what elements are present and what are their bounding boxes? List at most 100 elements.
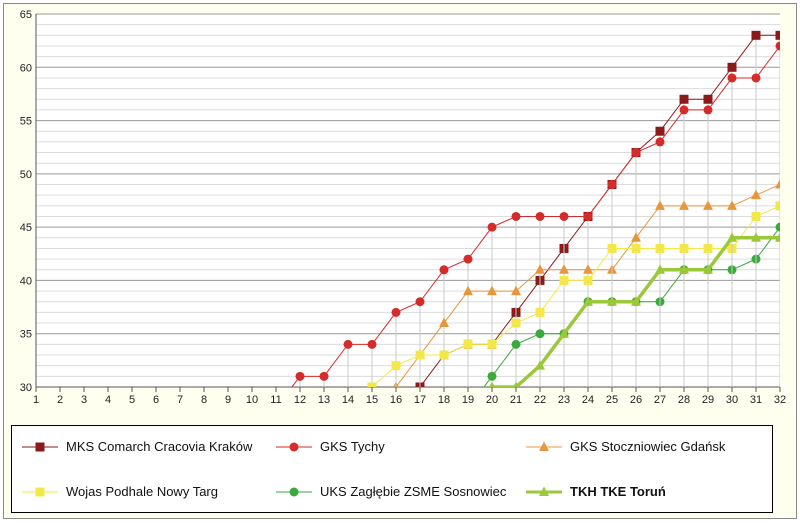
data-point (487, 371, 497, 381)
data-point (727, 73, 737, 83)
x-tick-label: 18 (438, 394, 450, 406)
plot-area (36, 14, 780, 387)
data-point (751, 73, 761, 83)
series-5 (463, 232, 780, 423)
x-tick-label: 25 (606, 394, 618, 406)
data-point (583, 211, 593, 221)
y-tick-label: 45 (20, 222, 32, 234)
x-tick-label: 26 (630, 394, 642, 406)
legend-symbol (35, 487, 45, 496)
data-point (727, 200, 737, 210)
legend-marker-gks-stoczniowiec (526, 441, 562, 451)
data-point (391, 361, 401, 371)
y-tick-label: 50 (20, 169, 32, 181)
data-point (655, 243, 665, 253)
data-point (583, 275, 593, 285)
y-tick-label: 55 (20, 116, 32, 128)
data-point (655, 126, 665, 136)
legend-label: MKS Comarch Cracovia Kraków (66, 439, 253, 454)
data-point (607, 180, 617, 190)
x-tick-label: 4 (105, 394, 111, 406)
x-tick-label: 29 (702, 394, 714, 406)
legend-symbol (35, 442, 45, 451)
data-point (489, 381, 495, 387)
data-point (415, 350, 425, 360)
data-point (463, 413, 473, 423)
x-tick-label: 20 (486, 394, 498, 406)
x-tick-label: 21 (510, 394, 522, 406)
y-tick-label: 30 (20, 382, 32, 394)
legend-label: TKH TKE Toruń (570, 484, 666, 499)
data-point (751, 232, 761, 242)
x-tick-label: 12 (294, 394, 306, 406)
legend-item-uks-zaglebie: UKS Zagłębie ZSME Sosnowiec (274, 484, 506, 499)
data-point (751, 30, 761, 40)
data-point (775, 30, 780, 40)
legend-marker-uks-zaglebie (276, 487, 312, 496)
data-point (319, 371, 329, 381)
data-point (775, 201, 780, 211)
data-point (631, 243, 641, 253)
data-point (463, 285, 473, 296)
data-point (751, 211, 761, 221)
data-point (439, 265, 449, 275)
legend-item-gks-stoczniowiec: GKS Stoczniowiec Gdańsk (524, 439, 725, 454)
data-point (607, 296, 617, 306)
data-point (535, 211, 545, 221)
x-tick-label: 1 (33, 394, 39, 406)
data-point (679, 200, 689, 210)
data-point (703, 243, 713, 253)
series (291, 30, 780, 423)
data-point (513, 381, 519, 387)
x-tick-label: 2 (57, 394, 63, 406)
data-point (775, 222, 780, 232)
x-tick-label: 9 (225, 394, 231, 406)
data-point (679, 264, 689, 274)
x-tick-label: 19 (462, 394, 474, 406)
legend: MKS Comarch Cracovia Kraków GKS Tychy GK… (11, 425, 773, 513)
x-tick-label: 31 (750, 394, 762, 406)
data-point (439, 350, 449, 360)
data-point (559, 264, 569, 274)
x-tick-label: 5 (129, 394, 135, 406)
legend-item-tkh-torun: TKH TKE Toruń (524, 484, 666, 499)
legend-marker-wojas-podhale (22, 487, 58, 496)
data-point (295, 371, 305, 381)
x-tick-label: 11 (270, 394, 281, 406)
legend-item-gks-tychy: GKS Tychy (274, 439, 385, 454)
data-point (655, 264, 665, 274)
legend-label: GKS Stoczniowiec Gdańsk (570, 439, 726, 454)
x-tick-label: 6 (153, 394, 159, 406)
data-point (559, 211, 569, 221)
data-point (535, 264, 545, 274)
data-point (463, 339, 473, 349)
data-point (511, 211, 521, 221)
data-point (703, 94, 713, 104)
data-point (559, 275, 569, 285)
data-point (535, 329, 545, 339)
data-point (631, 148, 641, 158)
x-tick-label: 15 (366, 394, 378, 406)
data-point (367, 382, 377, 387)
legend-label: GKS Tychy (320, 439, 385, 454)
x-tick-label: 3 (81, 394, 87, 406)
data-point (343, 339, 353, 349)
data-point (391, 307, 401, 317)
data-point (511, 339, 521, 349)
data-point (703, 264, 713, 274)
data-point (392, 414, 401, 423)
data-point (511, 285, 521, 296)
x-tick-label: 23 (558, 394, 570, 406)
data-point (727, 232, 737, 242)
data-point (775, 232, 780, 242)
x-tick-label: 10 (246, 394, 258, 406)
data-point (727, 62, 737, 72)
data-point (487, 285, 497, 296)
x-tick-label: 30 (726, 394, 738, 406)
legend-label: Wojas Podhale Nowy Targ (66, 484, 218, 499)
legend-item-wojas-podhale: Wojas Podhale Nowy Targ (20, 484, 218, 499)
data-point (559, 328, 569, 338)
x-tick-label: 14 (342, 394, 354, 406)
x-tick-label: 16 (390, 394, 402, 406)
